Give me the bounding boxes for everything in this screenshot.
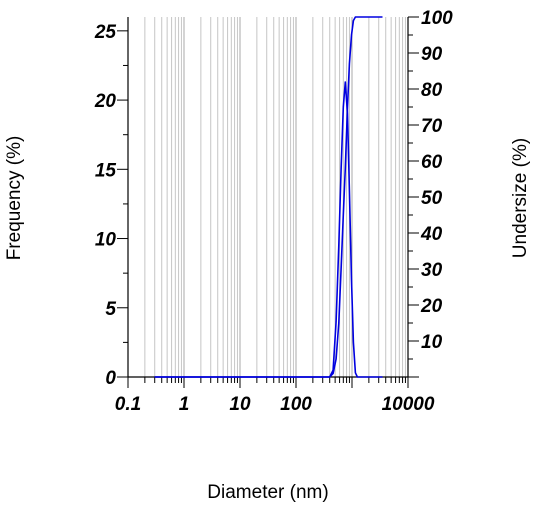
y-right-tick-label: 20 xyxy=(420,296,443,317)
x-axis-title: Diameter (nm) xyxy=(207,482,328,503)
y-right-tick-label: 100 xyxy=(421,8,453,29)
y-right-tick-label: 60 xyxy=(421,152,443,173)
plot-lines xyxy=(154,16,383,378)
tick-labels: 0 5 10 15 20 25 10 20 30 40 50 60 70 80 90 100 0.1 1 10 100… xyxy=(94,8,453,415)
y-right-tick-label: 90 xyxy=(421,44,443,65)
grid xyxy=(127,17,409,377)
frequency-line xyxy=(154,81,383,378)
y-right-tick-label: 50 xyxy=(421,188,443,209)
x-tick-label: 0.1 xyxy=(115,394,141,415)
x-tick-label: 10 xyxy=(229,394,251,415)
y-axis-right-title: Undersize (%) xyxy=(510,138,531,258)
x-tick-label: 10000 xyxy=(382,394,435,415)
y-left-tick-label: 10 xyxy=(95,230,117,251)
axes xyxy=(117,16,419,388)
y-left-tick-label: 15 xyxy=(95,160,117,181)
x-tick-label: 1 xyxy=(179,394,190,415)
y-right-tick-label: 10 xyxy=(421,332,443,353)
y-left-tick-label: 0 xyxy=(105,368,116,389)
y-right-tick-label: 40 xyxy=(420,224,443,245)
y-left-tick-label: 20 xyxy=(94,91,117,112)
y-left-tick-label: 5 xyxy=(105,299,116,320)
y-right-tick-label: 70 xyxy=(421,116,443,137)
x-tick-label: 100 xyxy=(280,394,312,415)
y-right-tick-label: 30 xyxy=(421,260,443,281)
undersize-line xyxy=(154,16,383,378)
y-right-tick-label: 80 xyxy=(421,80,443,101)
y-left-tick-label: 25 xyxy=(94,22,117,43)
y-axis-left-title: Frequency (%) xyxy=(4,136,25,261)
